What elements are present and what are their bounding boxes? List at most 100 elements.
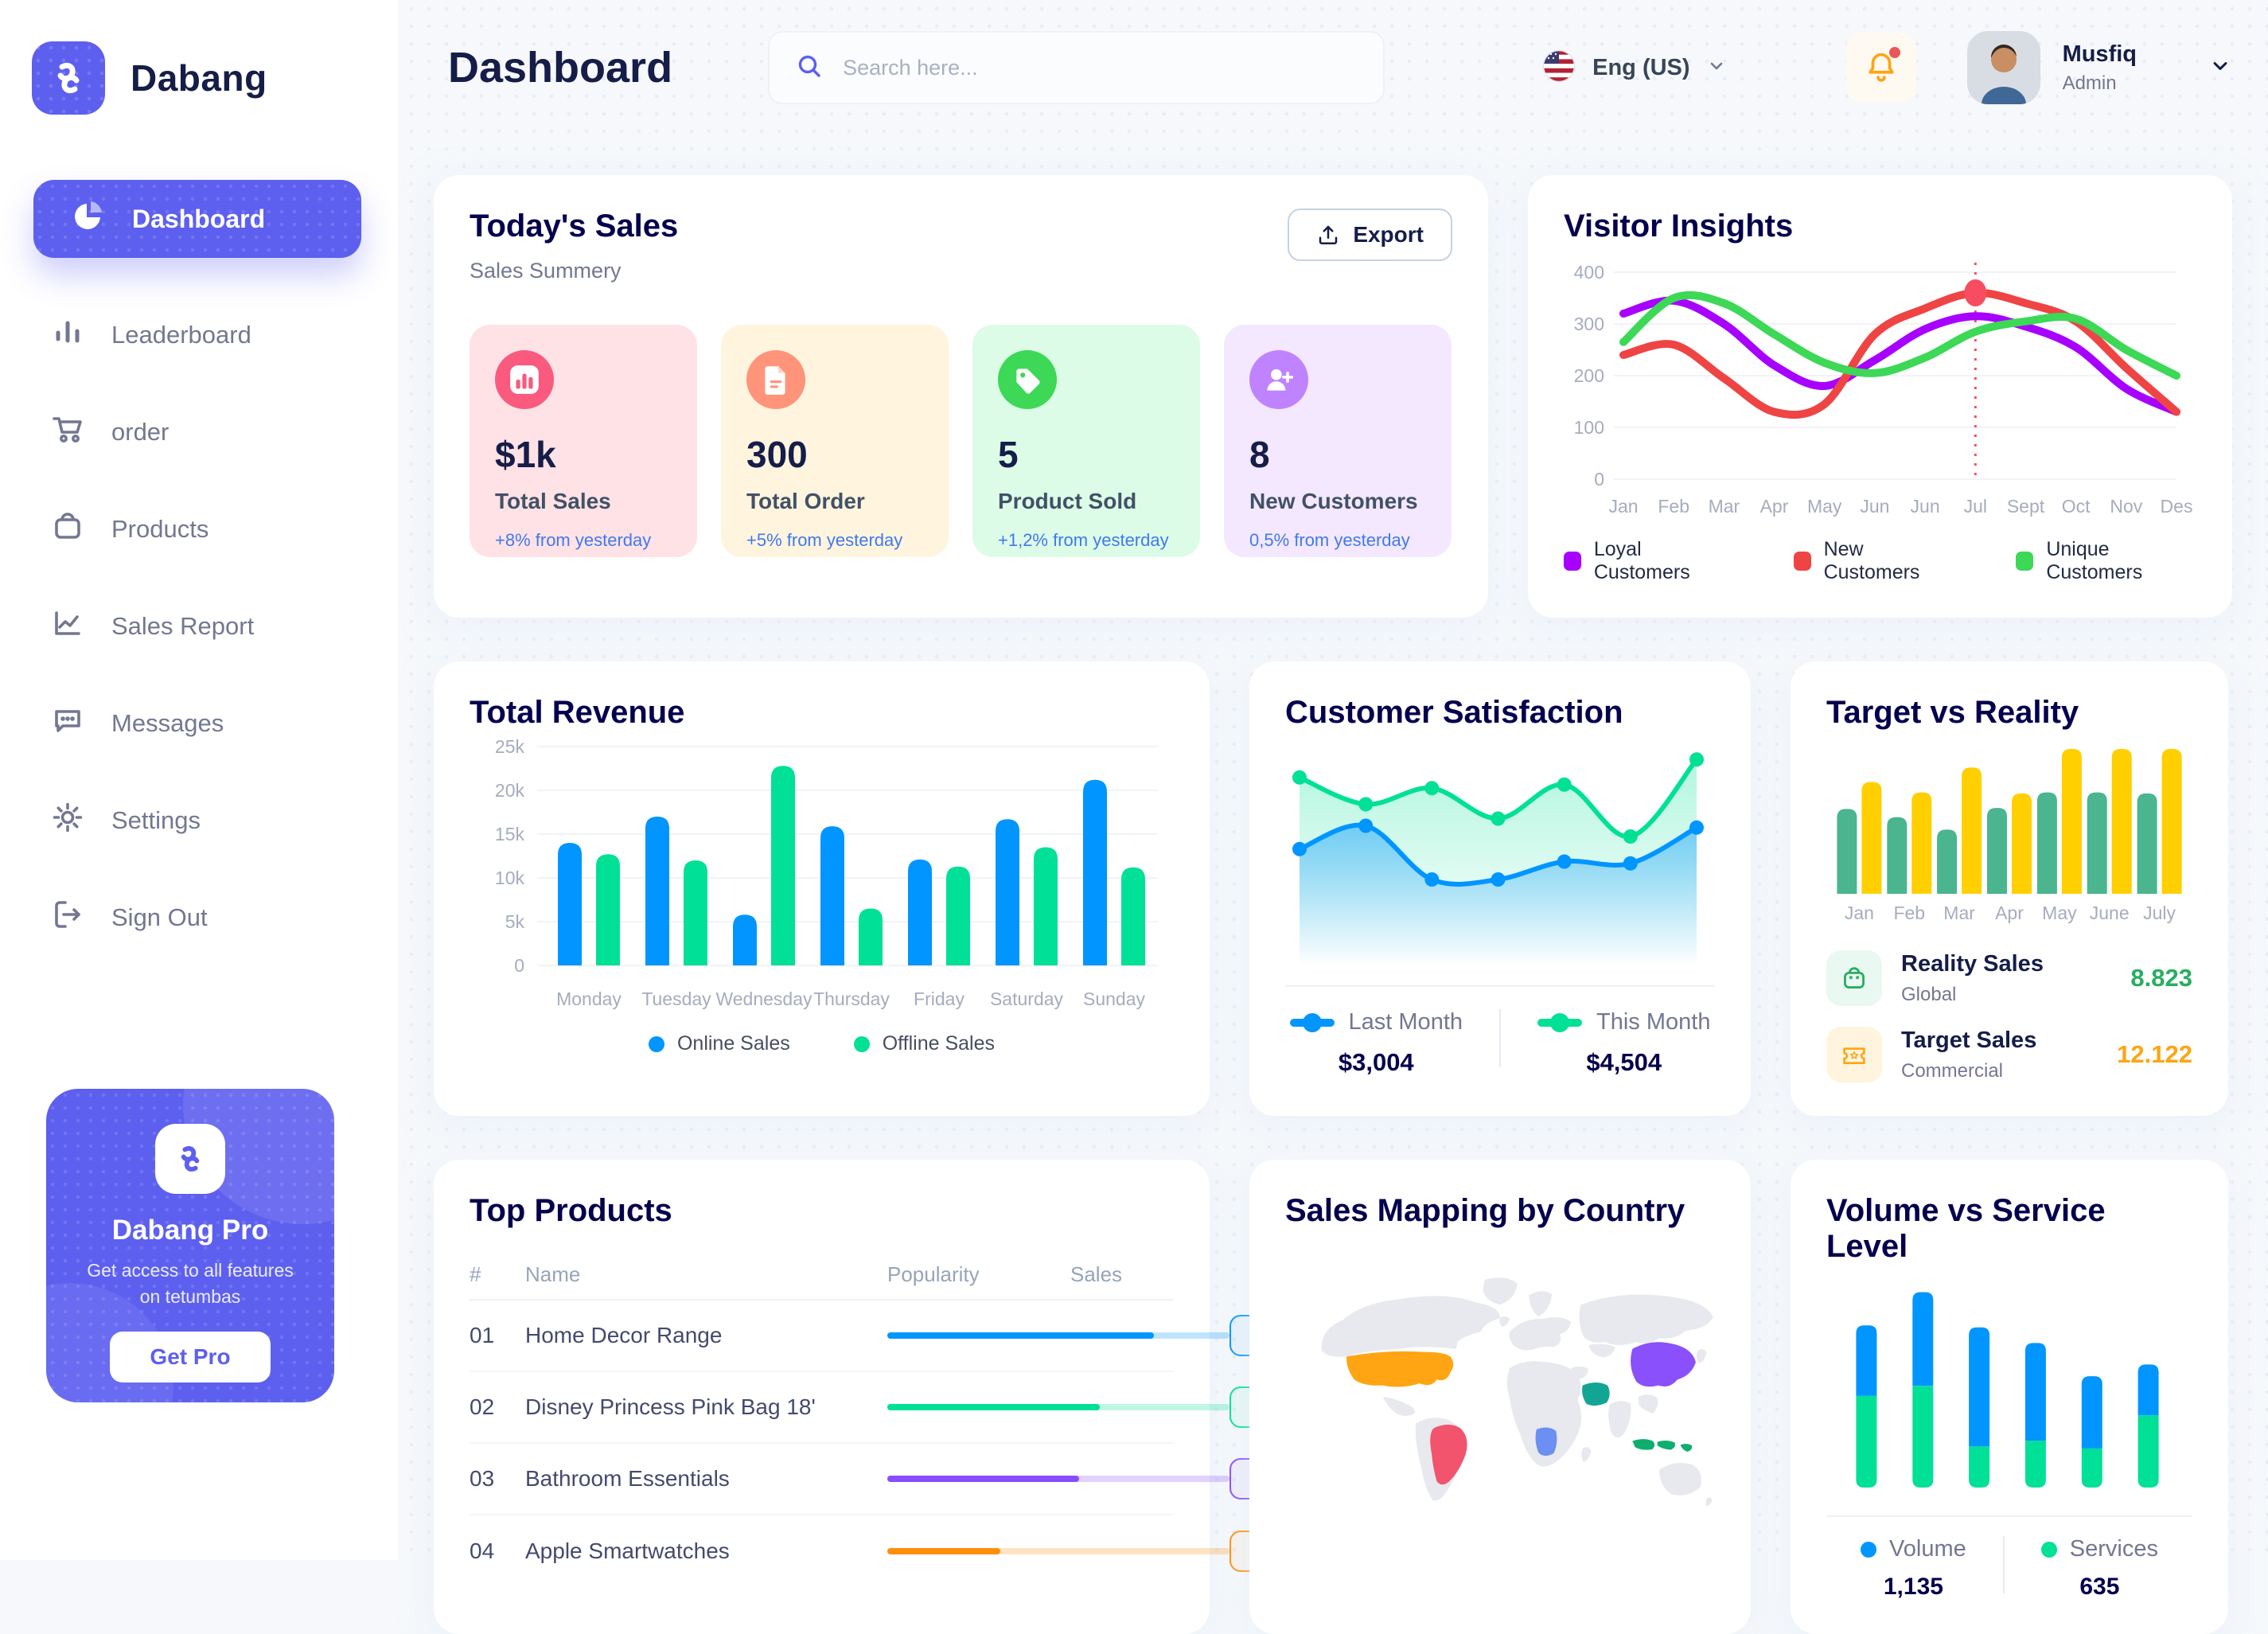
- product-num: 04: [470, 1538, 495, 1563]
- map-country-brazil[interactable]: [1430, 1424, 1467, 1485]
- search-input[interactable]: [843, 55, 1360, 80]
- svg-text:Apr: Apr: [1760, 496, 1789, 517]
- stat-value: 8: [1249, 434, 1270, 475]
- svg-text:Nov: Nov: [2110, 496, 2142, 517]
- line-chart-icon: [49, 605, 86, 648]
- legend-label: This Month: [1596, 1009, 1711, 1035]
- main-content: Dashboard Eng (US): [398, 0, 2268, 1634]
- stat-total-sales: $1k Total Sales +8% from yesterday: [470, 325, 697, 557]
- brand-name: Dabang: [131, 57, 267, 99]
- sidebar-item-sign-out[interactable]: Sign Out: [0, 869, 398, 966]
- legend-total: $4,504: [1586, 1048, 1662, 1076]
- product-num: 03: [470, 1466, 495, 1491]
- stat-new-customers: 8 New Customers 0,5% from yesterday: [1224, 325, 1452, 557]
- search-bar: [768, 31, 1385, 104]
- search-icon: [793, 50, 825, 86]
- legend-item: Services 635: [2040, 1536, 2158, 1601]
- notifications-button[interactable]: [1845, 33, 1916, 103]
- language-selector[interactable]: Eng (US): [1541, 49, 1726, 88]
- map-country-indonesia[interactable]: [1632, 1439, 1693, 1452]
- leaderboard-icon: [49, 314, 86, 357]
- sidebar-item-label: Dashboard: [132, 204, 266, 233]
- legend-item: Offline Sales: [853, 1032, 995, 1055]
- svg-text:May: May: [2042, 903, 2077, 923]
- product-name: Bathroom Essentials: [525, 1466, 730, 1491]
- pro-subtitle: Get access to all features on tetumbas: [87, 1260, 294, 1308]
- svg-text:400: 400: [1574, 262, 1604, 283]
- svg-text:15k: 15k: [495, 824, 525, 844]
- bell-icon: [1868, 53, 1894, 82]
- user-role: Admin: [2062, 72, 2117, 94]
- sidebar-item-order[interactable]: order: [0, 384, 398, 481]
- svg-text:Des: Des: [2161, 496, 2193, 517]
- chevron-down-icon: [1706, 56, 1727, 80]
- legend-total: $3,004: [1338, 1048, 1414, 1076]
- svg-text:100: 100: [1574, 417, 1604, 438]
- col-header-popularity: Popularity: [887, 1262, 980, 1286]
- map-country-dr-congo[interactable]: [1535, 1427, 1557, 1457]
- card-title: Total Revenue: [470, 695, 685, 730]
- sidebar-item-sales-report[interactable]: Sales Report: [0, 578, 398, 675]
- legend-swatch: [1861, 1541, 1877, 1558]
- table-header: # Name Popularity Sales: [470, 1250, 1174, 1301]
- map-country-united-states[interactable]: [1346, 1351, 1454, 1387]
- get-pro-button[interactable]: Get Pro: [110, 1331, 271, 1382]
- card-title: Volume vs Service Level: [1826, 1193, 2106, 1264]
- user-name: Musfiq: [2062, 41, 2137, 67]
- legend-item: Volume 1,135: [1861, 1536, 1966, 1601]
- svg-text:Thursday: Thursday: [813, 989, 890, 1009]
- sidebar-menu: Leaderboard order Products Sales Report …: [0, 287, 398, 966]
- chevron-down-icon[interactable]: [2208, 54, 2232, 82]
- bag-icon: [1826, 950, 1882, 1006]
- order-file-icon: [746, 350, 805, 409]
- volume-vs-service-chart: [1856, 1292, 2159, 1488]
- svg-text:Jan: Jan: [1845, 903, 1874, 923]
- svg-text:Sunday: Sunday: [1083, 989, 1146, 1009]
- legend-item: Loyal Customers: [1564, 538, 1730, 584]
- svg-text:Jul: Jul: [1964, 496, 1987, 517]
- us-flag-icon: [1541, 49, 1576, 88]
- export-label: Export: [1353, 222, 1424, 247]
- stat-label: Total Order: [746, 489, 865, 513]
- sidebar-item-leaderboard[interactable]: Leaderboard: [0, 287, 398, 384]
- sidebar-item-dashboard[interactable]: Dashboard: [33, 180, 361, 258]
- sidebar-item-messages[interactable]: Messages: [0, 675, 398, 772]
- svg-text:Saturday: Saturday: [990, 989, 1064, 1009]
- ticket-icon: [1826, 1027, 1882, 1082]
- visitor-insights-legend: Loyal Customers New Customers Unique Cus…: [1564, 538, 2196, 584]
- svg-text:June: June: [2090, 903, 2130, 923]
- svg-text:Mar: Mar: [1943, 903, 1975, 923]
- svg-text:0: 0: [1594, 469, 1604, 489]
- legend-swatch: [1289, 1012, 1335, 1032]
- svg-text:200: 200: [1574, 365, 1604, 386]
- sidebar-item-label: Messages: [111, 709, 224, 737]
- legend-value: 8.823: [2130, 964, 2192, 992]
- export-button[interactable]: Export: [1288, 209, 1452, 261]
- divider: [1499, 1009, 1502, 1067]
- sidebar: Dabang Dashboard Leaderboard order Produ…: [0, 0, 398, 1560]
- card-title: Today's Sales: [470, 209, 679, 244]
- svg-text:Tuesday: Tuesday: [641, 989, 711, 1009]
- col-header-sales: Sales: [1070, 1262, 1123, 1286]
- sidebar-item-label: Leaderboard: [111, 321, 251, 349]
- sidebar-item-settings[interactable]: Settings: [0, 772, 398, 869]
- popularity-bar: [887, 1548, 1229, 1554]
- sidebar-item-products[interactable]: Products: [0, 481, 398, 578]
- map-country-china[interactable]: [1631, 1342, 1696, 1387]
- svg-text:Wednesday: Wednesday: [715, 989, 813, 1009]
- legend-label: Volume: [1889, 1536, 1966, 1562]
- legend-item: This Month $4,504: [1537, 1009, 1710, 1077]
- svg-text:May: May: [1807, 496, 1842, 517]
- legend-swatch: [648, 1035, 664, 1052]
- page-title: Dashboard: [448, 44, 673, 92]
- popularity-bar: [887, 1332, 1229, 1339]
- col-header-name: Name: [525, 1262, 581, 1286]
- legend-total: 1,135: [1883, 1574, 1943, 1600]
- avatar[interactable]: [1966, 31, 2040, 104]
- user-menu[interactable]: Musfiq Admin: [2063, 41, 2137, 95]
- divider: [2002, 1536, 2005, 1593]
- map-country-saudi-arabia[interactable]: [1582, 1382, 1610, 1406]
- pro-promo-card: Dabang Pro Get access to all features on…: [46, 1089, 334, 1402]
- stat-value: 300: [746, 434, 808, 475]
